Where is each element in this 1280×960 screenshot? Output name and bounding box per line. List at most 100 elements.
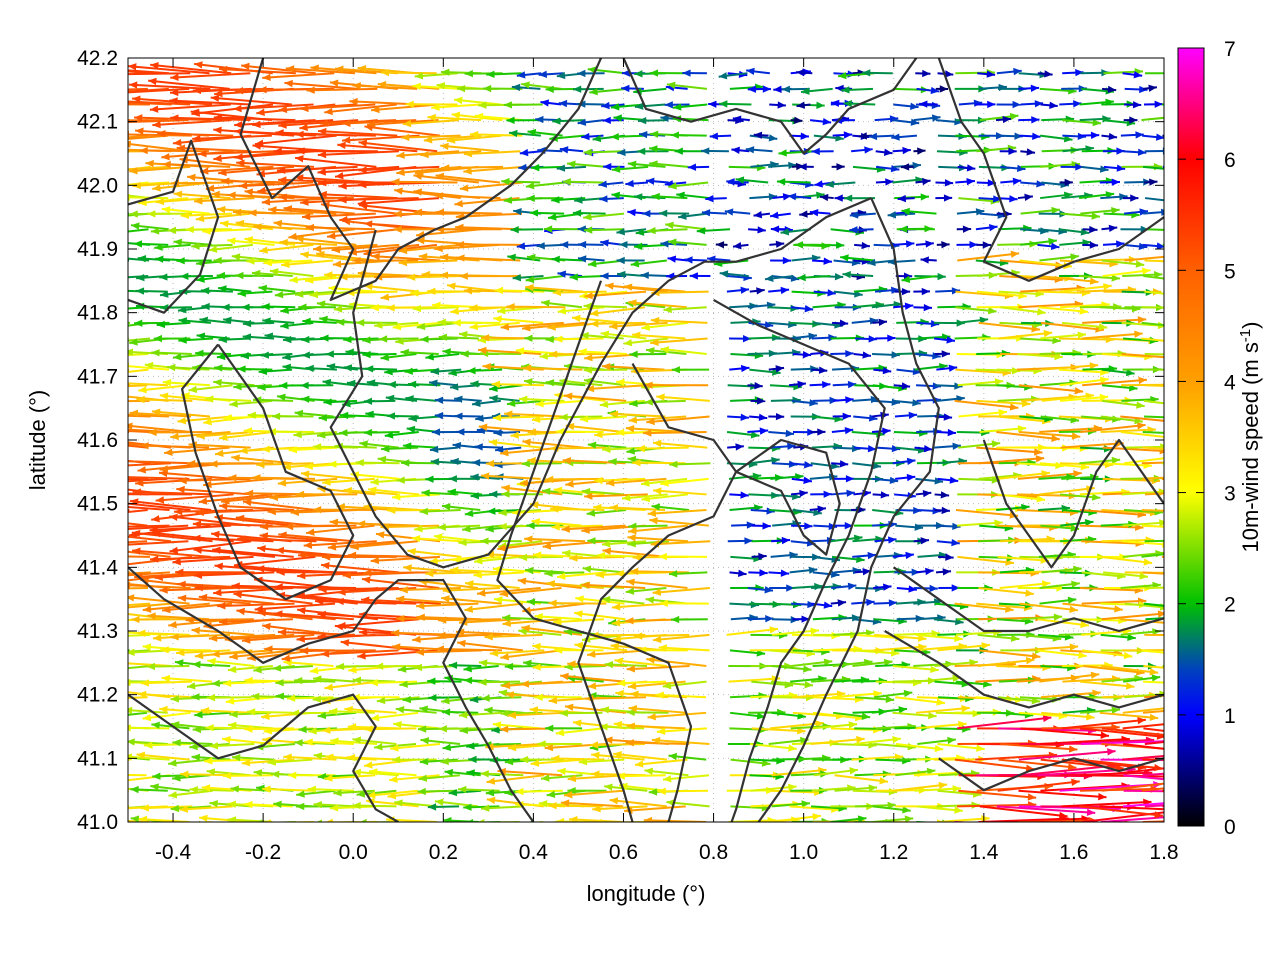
- wind-vector-shaft: [628, 301, 687, 309]
- wind-vector-head: [155, 197, 165, 206]
- wind-vector-shaft: [338, 197, 419, 202]
- wind-vector-head: [205, 395, 214, 403]
- wind-vector-head: [405, 395, 414, 403]
- wind-vector-head: [227, 237, 236, 245]
- wind-vector-shaft: [812, 711, 864, 720]
- wind-vector-shaft: [524, 537, 586, 543]
- wind-vector-head: [219, 502, 228, 510]
- wind-vector-head: [173, 507, 183, 516]
- wind-vector-head: [542, 542, 552, 550]
- wind-vector-head: [563, 791, 573, 799]
- wind-vector-shaft: [259, 243, 314, 253]
- wind-vector-head: [781, 85, 791, 93]
- wind-vector-head: [1137, 316, 1147, 324]
- wind-vector-head: [164, 448, 173, 456]
- wind-vector-head: [246, 708, 256, 716]
- wind-vector-head: [869, 317, 879, 325]
- wind-vector-head: [288, 446, 298, 454]
- wind-vector-shaft: [377, 83, 440, 90]
- wind-vector-head: [802, 350, 812, 359]
- wind-vector-shaft: [627, 536, 689, 543]
- wind-vector-head: [429, 445, 439, 453]
- wind-vector-head: [715, 241, 725, 249]
- wind-vector-head: [233, 591, 243, 599]
- wind-vector-head: [746, 67, 755, 76]
- wind-vector-shaft: [634, 758, 688, 766]
- wind-vector-head: [132, 488, 141, 496]
- wind-vector-head: [903, 689, 913, 698]
- wind-vector-shaft: [553, 618, 605, 624]
- wind-vector-head: [486, 777, 496, 785]
- wind-vector-head: [151, 349, 160, 357]
- wind-vector-head: [137, 629, 146, 637]
- wind-vector-head: [788, 783, 797, 791]
- wind-vector-head: [518, 553, 528, 562]
- wind-vector-head: [676, 191, 685, 199]
- wind-vector-shaft: [1143, 665, 1164, 669]
- wind-vector-head: [867, 258, 876, 267]
- wind-vector-head: [1139, 208, 1148, 216]
- wind-vector-shaft: [1122, 755, 1164, 761]
- wind-vector-head: [370, 556, 380, 565]
- wind-vector-head: [328, 460, 337, 468]
- wind-vector-head: [650, 338, 659, 346]
- wind-vector-head: [519, 755, 529, 764]
- wind-vector-head: [910, 118, 920, 126]
- wind-vector-head: [653, 487, 662, 495]
- wind-vector-head: [510, 431, 519, 439]
- wind-vector-head: [188, 385, 198, 394]
- wind-vector-head: [400, 348, 409, 357]
- wind-vector-head: [578, 758, 588, 766]
- wind-vector-head: [399, 586, 408, 594]
- wind-vector-head: [135, 127, 144, 135]
- wind-vector-head: [577, 240, 587, 249]
- wind-vector-head: [553, 486, 563, 494]
- wind-vector-shaft: [337, 618, 420, 628]
- wind-vector-head: [161, 206, 171, 214]
- wind-vector-head: [558, 99, 568, 108]
- wind-vector-head: [306, 528, 315, 536]
- wind-vector-head: [672, 115, 682, 123]
- wind-vector-head: [919, 100, 928, 108]
- wind-vector-head: [200, 706, 210, 715]
- wind-vector-head: [395, 706, 405, 714]
- wind-vector-head: [295, 174, 304, 182]
- wind-vector-head: [550, 505, 559, 513]
- wind-vector-head: [244, 800, 253, 809]
- wind-vector-head: [757, 397, 766, 405]
- wind-vector-head: [130, 815, 140, 822]
- wind-vector-head: [501, 177, 510, 186]
- wind-vector-head: [994, 519, 1003, 527]
- wind-vector-head: [142, 643, 152, 651]
- wind-vector-head: [497, 544, 506, 552]
- wind-vector-head: [427, 677, 436, 685]
- wind-vector-shaft: [140, 680, 192, 685]
- wind-vector-head: [579, 415, 589, 423]
- wind-vector-head: [301, 351, 311, 359]
- wind-vector-head: [252, 120, 261, 129]
- wind-vector-shaft: [318, 193, 398, 200]
- wind-vector-head: [216, 205, 226, 214]
- wind-vector-head: [848, 721, 858, 729]
- wind-vector-head: [559, 146, 569, 154]
- wind-vector-head: [391, 756, 401, 764]
- wind-vector-head: [313, 675, 322, 683]
- wind-vector-head: [437, 631, 446, 640]
- wind-vector-head: [259, 522, 269, 531]
- wind-vector-head: [256, 784, 265, 792]
- wind-vector-head: [759, 427, 769, 435]
- wind-vector-head: [527, 456, 536, 465]
- wind-vector-head: [363, 428, 373, 437]
- wind-vector-shaft: [1018, 384, 1084, 393]
- wind-vector-head: [775, 365, 785, 373]
- wind-vector-head: [761, 759, 771, 767]
- wind-vector-head: [192, 86, 202, 95]
- wind-vector-shaft: [1145, 384, 1164, 387]
- wind-vector-head: [548, 696, 558, 705]
- wind-vector-head: [1016, 164, 1026, 173]
- wind-vector-head: [131, 615, 140, 624]
- wind-vector-shaft: [500, 649, 562, 659]
- wind-vector-head: [396, 614, 405, 623]
- wind-vector-shaft: [1101, 665, 1159, 674]
- wind-vector-head: [684, 256, 693, 264]
